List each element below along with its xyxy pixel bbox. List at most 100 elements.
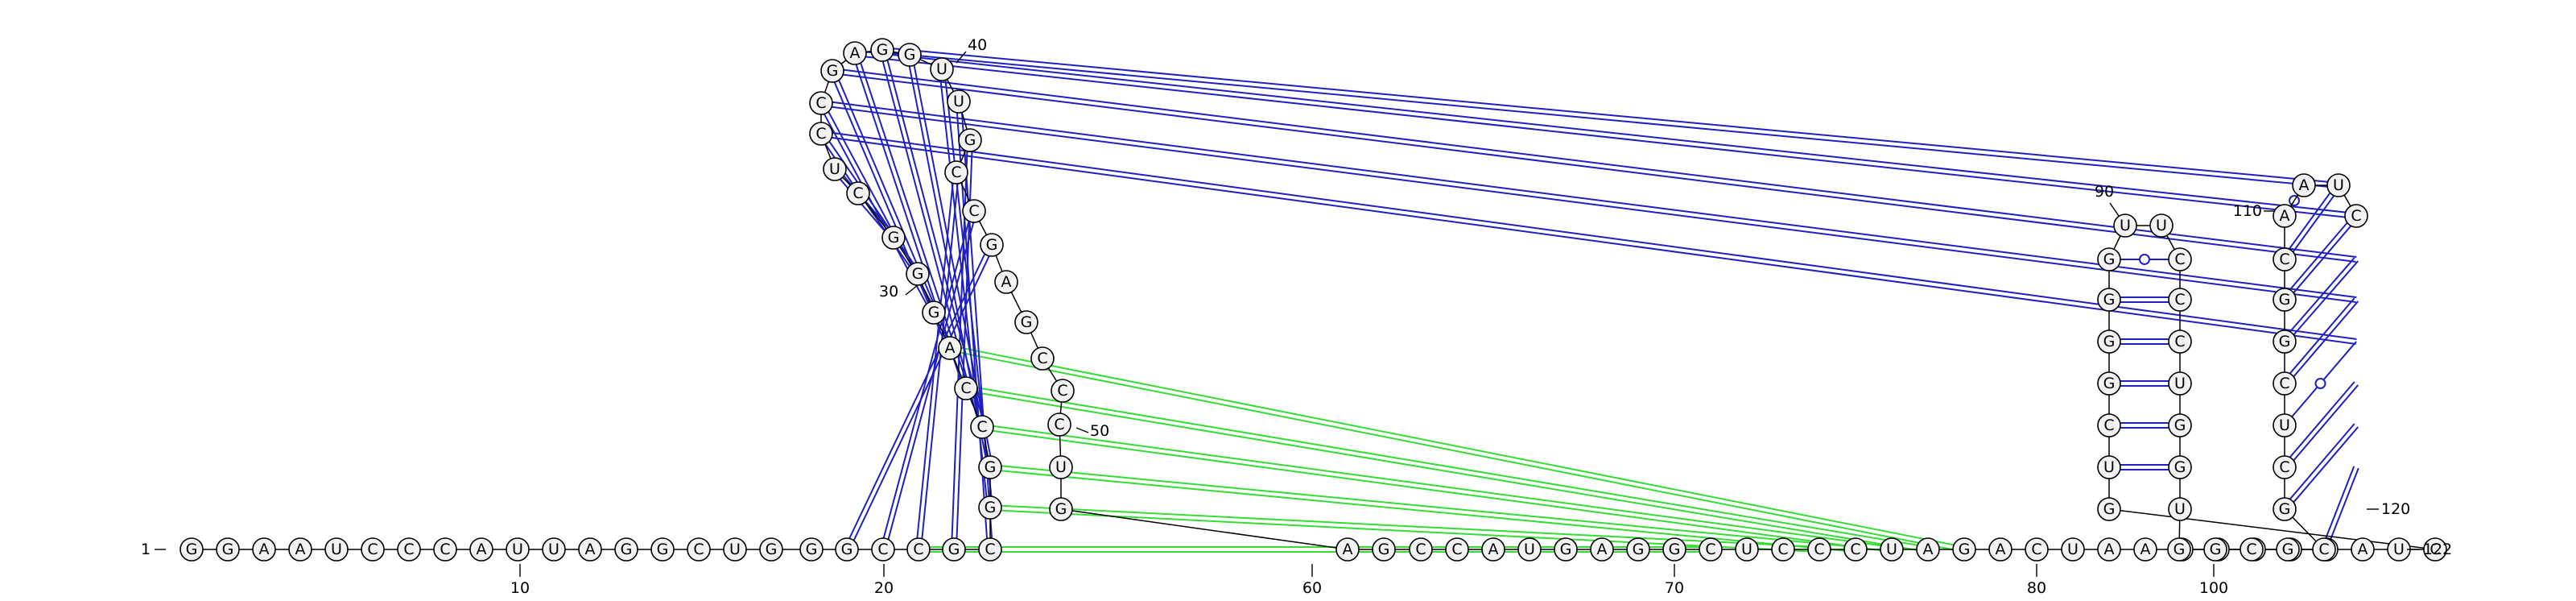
nucleotide-circle xyxy=(2273,204,2297,228)
canonical-pair xyxy=(2281,381,2355,466)
nucleotide-95: C xyxy=(2168,330,2192,354)
nucleotide-circle xyxy=(2273,247,2297,271)
nucleotide-letter: C xyxy=(1850,541,1860,558)
nucleotide-circle xyxy=(938,336,962,360)
nucleotide-letter: C xyxy=(2351,207,2361,225)
tick-mark-40 xyxy=(956,51,967,64)
nucleotide-letter: C xyxy=(1054,416,1064,433)
nucleotide-4: A xyxy=(288,537,312,562)
backbone-segment xyxy=(1060,508,1348,550)
nucleotide-13: G xyxy=(614,537,638,562)
nucleotide-letter: C xyxy=(1777,541,1788,558)
nucleotide-letter: G xyxy=(827,62,839,80)
nucleotide-5: U xyxy=(324,537,349,562)
pseudoknot-pair xyxy=(982,424,1893,549)
nucleotide-letter: G xyxy=(222,541,234,558)
canonical-pair xyxy=(822,131,921,273)
nucleotide-letter: A xyxy=(2280,207,2290,225)
tick-label-80: 80 xyxy=(2027,579,2046,597)
nucleotide-88: G xyxy=(2097,330,2121,354)
nucleotide-letter: U xyxy=(1886,541,1897,558)
nucleotide-65: C xyxy=(1771,537,1795,562)
nucleotide-114: U xyxy=(2326,173,2351,197)
nucleotide-23: C xyxy=(978,537,1002,562)
nucleotide-letter: A xyxy=(2140,541,2151,558)
nucleotide-letter: U xyxy=(2103,458,2115,476)
nucleotide-94: C xyxy=(2168,288,2192,312)
nucleotide-66: C xyxy=(1807,537,1831,562)
nucleotide-letter: C xyxy=(403,541,414,558)
nucleotide-31: G xyxy=(881,226,906,250)
nucleotide-112: A xyxy=(2273,204,2297,228)
nucleotide-83: C xyxy=(2423,537,2447,562)
nucleotide-20: C xyxy=(871,537,895,562)
nucleotide-22: G xyxy=(942,537,966,562)
nucleotide-letter: A xyxy=(2104,541,2115,558)
nucleotide-circle xyxy=(1049,497,1073,521)
nucleotide-circle xyxy=(970,415,994,439)
nucleotide-circle xyxy=(2273,288,2297,312)
nucleotide-93: C xyxy=(2168,247,2192,271)
nucleotide-105: G xyxy=(2273,497,2297,521)
nucleotide-circle xyxy=(1517,537,1542,562)
nucleotide-letter: G xyxy=(186,541,198,558)
nucleotide-16: U xyxy=(723,537,747,562)
nucleotide-circle xyxy=(820,59,844,83)
nucleotide-14: G xyxy=(650,537,675,562)
nucleotide-circle xyxy=(871,537,895,562)
nucleotide-57: A xyxy=(1481,537,1505,562)
nucleotide-letter: C xyxy=(815,125,826,143)
nucleotide-circle xyxy=(2312,537,2336,562)
nucleotide-letter: U xyxy=(2120,217,2131,234)
nucleotide-circle xyxy=(2168,455,2192,479)
nucleotide-75: A xyxy=(2133,537,2157,562)
nucleotide-26: C xyxy=(970,415,994,439)
canonical-pair xyxy=(882,47,2339,184)
nucleotide-6: C xyxy=(361,537,385,562)
nucleotide-circle xyxy=(1372,537,1396,562)
canonical-pair xyxy=(906,55,989,468)
nucleotide-21: C xyxy=(906,537,931,562)
nucleotide-letter: A xyxy=(1343,541,1353,558)
nucleotide-9: A xyxy=(469,537,493,562)
nucleotide-15: C xyxy=(687,537,711,562)
nucleotide-circle xyxy=(930,57,954,81)
nucleotide-letter: G xyxy=(2174,541,2186,558)
canonical-pair xyxy=(2281,423,2355,508)
pseudoknot-pair xyxy=(965,389,1928,553)
nucleotide-circle xyxy=(980,233,1004,257)
nucleotide-107: U xyxy=(2273,413,2297,437)
pseudoknot-pair xyxy=(990,464,1856,549)
nucleotide-circle xyxy=(846,181,870,205)
nucleotide-circle xyxy=(2097,247,2121,271)
nucleotide-circle xyxy=(809,122,833,146)
nucleotide-7: C xyxy=(397,537,421,562)
nucleotide-letter: A xyxy=(295,541,306,558)
canonical-pair xyxy=(2281,183,2338,259)
nucleotide-letter: C xyxy=(1057,382,1067,400)
nucleotide-letter: C xyxy=(2279,375,2289,392)
nucleotide-letter: C xyxy=(367,541,378,558)
nucleotide-letter: C xyxy=(960,379,971,397)
nucleotide-letter: U xyxy=(512,541,523,558)
canonical-pair xyxy=(852,53,965,390)
nucleotide-circle xyxy=(1445,537,1469,562)
nucleotide-letter: A xyxy=(2299,176,2310,194)
canonical-pair xyxy=(2285,217,2359,302)
nucleotide-letter: G xyxy=(2174,417,2186,434)
nucleotide-circle xyxy=(1988,537,2013,562)
nucleotide-letter: A xyxy=(1923,541,1934,558)
nucleotide-circle xyxy=(898,43,922,67)
nucleotide-circle xyxy=(994,270,1018,294)
nucleotide-54: G xyxy=(1372,537,1396,562)
canonical-pair xyxy=(2285,384,2359,470)
nucleotide-letter: G xyxy=(1021,313,1033,331)
canonical-pair xyxy=(2281,213,2355,299)
nucleotide-19: G xyxy=(835,537,859,562)
nucleotide-72: C xyxy=(2025,537,2049,562)
nucleotide-circle xyxy=(2168,247,2192,271)
nucleotide-letter: G xyxy=(2103,333,2116,350)
nucleotide-circle xyxy=(433,537,457,562)
nucleotide-letter: G xyxy=(912,265,924,283)
nucleotide-50: C xyxy=(1047,412,1071,437)
